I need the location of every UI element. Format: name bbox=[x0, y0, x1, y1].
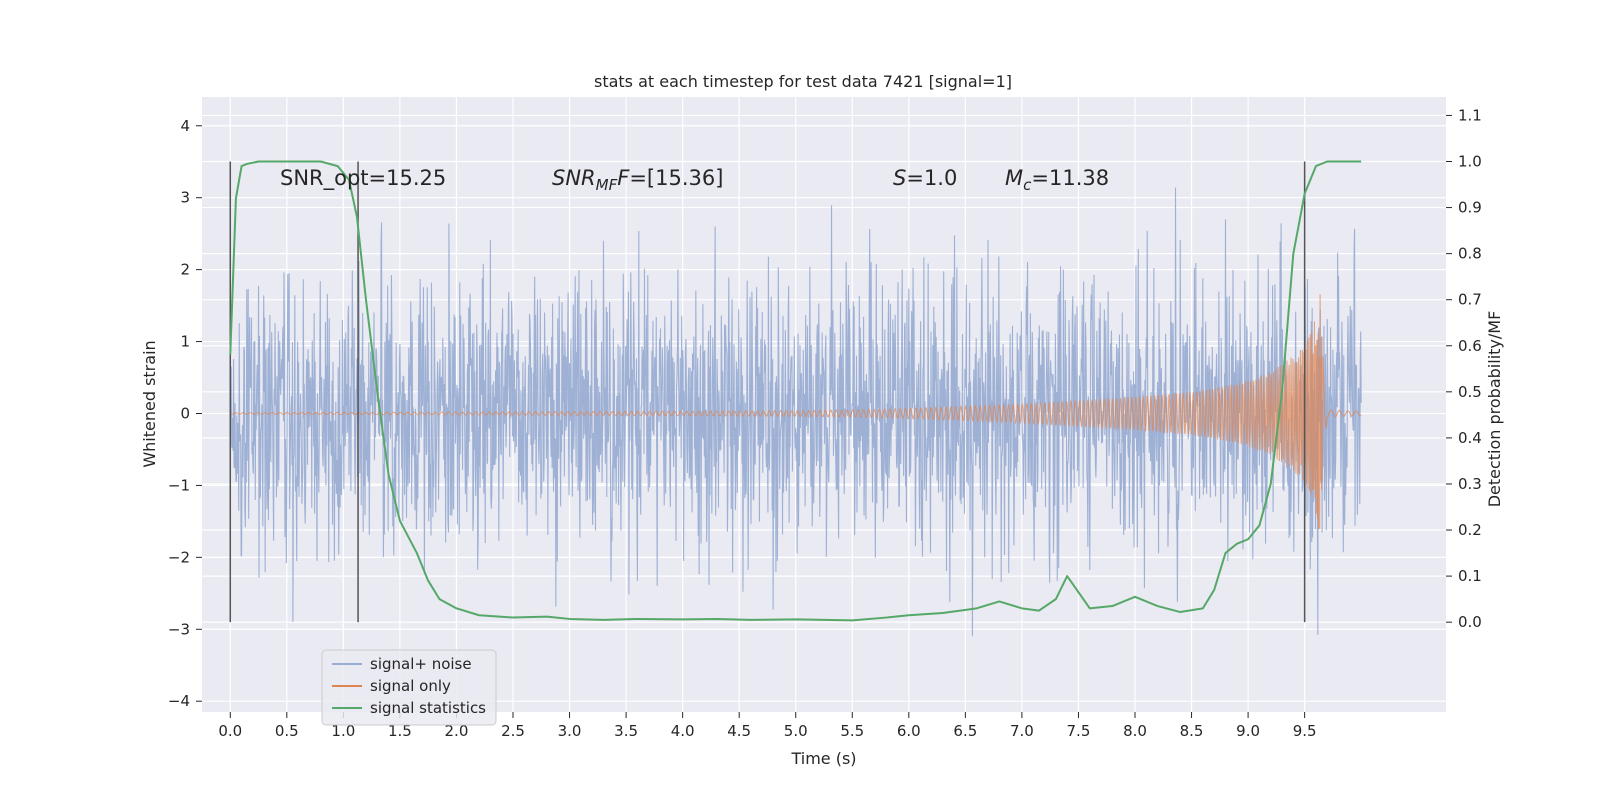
annotation-snr-mf-f: F bbox=[617, 166, 630, 190]
y-left-tick-label: 1 bbox=[180, 333, 190, 351]
y-right-tick-label: 0.1 bbox=[1458, 567, 1482, 585]
x-tick-label: 9.5 bbox=[1293, 722, 1317, 740]
y-left-tick-label: −3 bbox=[168, 620, 190, 638]
x-tick-label: 2.5 bbox=[501, 722, 525, 740]
legend-box bbox=[321, 649, 497, 726]
y-left-tick-label: −1 bbox=[168, 476, 190, 494]
y-right-tick-label: 0.2 bbox=[1458, 521, 1482, 539]
y-left-tick-label: 0 bbox=[180, 404, 190, 422]
vertical-markers bbox=[229, 161, 1306, 623]
x-tick-label: 0.5 bbox=[275, 722, 299, 740]
annotation-snr-mf-sub: MF bbox=[596, 176, 618, 194]
x-tick-label: 5.5 bbox=[840, 722, 864, 740]
x-tick-label: 0.0 bbox=[218, 722, 242, 740]
legend-label-signal: signal only bbox=[370, 677, 451, 695]
y-left-axis-ticks: 4 3 2 1 0 −1 −2 −3 −4 bbox=[168, 117, 202, 710]
x-tick-label: 6.5 bbox=[953, 722, 977, 740]
y-right-axis-label: Detection probability/MF bbox=[1485, 311, 1504, 508]
y-left-tick-label: 2 bbox=[180, 261, 190, 279]
x-tick-label: 6.0 bbox=[897, 722, 921, 740]
y-left-tick-label: −4 bbox=[168, 692, 190, 710]
legend-label-stats: signal statistics bbox=[370, 699, 486, 717]
x-axis-ticks: 0.0 0.5 1.0 1.5 2.0 2.5 3.0 3.5 4.0 4.5 5.0 5.5 6.0 6… bbox=[218, 712, 1317, 740]
annotation-snr-mf: SNRMFF=[15.36] bbox=[552, 166, 723, 194]
annotation-s: S=1.0 bbox=[893, 166, 957, 190]
annotation-snr-mf-main: SNR bbox=[552, 166, 596, 190]
y-right-tick-label: 1.1 bbox=[1458, 106, 1482, 124]
signal-statistics-series bbox=[229, 160, 1362, 622]
x-tick-label: 9.0 bbox=[1236, 722, 1260, 740]
annotation-s-value: =1.0 bbox=[906, 166, 957, 190]
x-tick-label: 3.0 bbox=[558, 722, 582, 740]
y-right-tick-label: 0.9 bbox=[1458, 199, 1482, 217]
y-right-tick-label: 1.0 bbox=[1458, 152, 1482, 170]
y-left-tick-label: −2 bbox=[168, 548, 190, 566]
x-tick-label: 4.0 bbox=[671, 722, 695, 740]
annotation-mc: Mc=11.38 bbox=[1005, 166, 1109, 194]
signal-line bbox=[229, 294, 1362, 530]
y-right-tick-label: 0.3 bbox=[1458, 475, 1482, 493]
legend: signal+ noise signal only signal statist… bbox=[321, 649, 497, 726]
annotation-mc-main: M bbox=[1005, 166, 1023, 190]
annotation-mc-sub: c bbox=[1023, 176, 1032, 194]
x-axis-label: Time (s) bbox=[790, 749, 856, 768]
chart-title: stats at each timestep for test data 742… bbox=[594, 72, 1012, 91]
x-tick-label: 1.0 bbox=[331, 722, 355, 740]
y-right-tick-label: 0.0 bbox=[1458, 613, 1482, 631]
annotation-snr-mf-value: =[15.36] bbox=[629, 166, 723, 190]
x-tick-label: 1.5 bbox=[388, 722, 412, 740]
x-tick-label: 8.0 bbox=[1123, 722, 1147, 740]
x-tick-label: 7.0 bbox=[1010, 722, 1034, 740]
signal-only-series bbox=[229, 294, 1362, 530]
x-tick-label: 8.5 bbox=[1180, 722, 1204, 740]
x-tick-label: 4.5 bbox=[727, 722, 751, 740]
x-tick-label: 5.0 bbox=[784, 722, 808, 740]
noise-line bbox=[229, 187, 1362, 637]
y-right-tick-label: 0.8 bbox=[1458, 245, 1482, 263]
y-right-tick-label: 0.4 bbox=[1458, 429, 1482, 447]
signal-plus-noise-series bbox=[229, 187, 1362, 637]
statistics-line bbox=[229, 160, 1362, 622]
y-right-tick-label: 0.5 bbox=[1458, 383, 1482, 401]
y-right-tick-label: 0.7 bbox=[1458, 291, 1482, 309]
y-left-tick-label: 3 bbox=[180, 189, 190, 207]
annotation-s-main: S bbox=[893, 166, 906, 190]
y-left-tick-label: 4 bbox=[180, 117, 190, 135]
y-right-tick-label: 0.6 bbox=[1458, 337, 1482, 355]
annotation-mc-value: =11.38 bbox=[1031, 166, 1109, 190]
y-right-axis-ticks: 1.1 1.0 0.9 0.8 0.7 0.6 0.5 0.4 0.3 0.2 0.1 0.0 bbox=[1446, 106, 1482, 631]
x-tick-label: 3.5 bbox=[614, 722, 638, 740]
annotation-snr-opt: SNR_opt=15.25 bbox=[280, 166, 446, 191]
y-left-axis-label: Whitened strain bbox=[140, 340, 159, 467]
x-tick-label: 2.0 bbox=[445, 722, 469, 740]
annotations: SNR_opt=15.25 SNRMFF=[15.36] S=1.0 Mc=11… bbox=[280, 166, 1109, 194]
x-tick-label: 7.5 bbox=[1067, 722, 1091, 740]
legend-label-noise: signal+ noise bbox=[370, 655, 472, 673]
